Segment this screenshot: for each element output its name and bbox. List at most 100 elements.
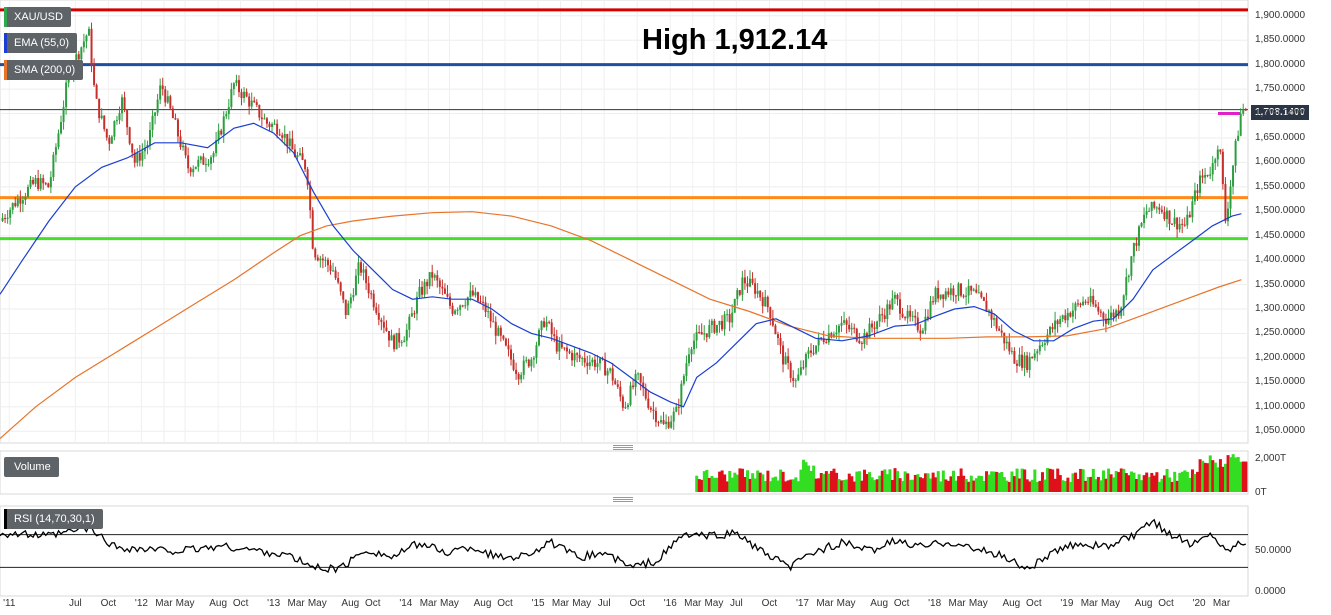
candle-body [421,286,424,295]
candle-body [451,305,454,314]
candle-body [1171,223,1174,225]
time-tick-label: Aug [341,598,360,609]
candle-body [115,120,118,122]
candle-body [837,325,840,333]
volume-bar [1124,473,1128,492]
candle-body [271,124,274,127]
candle-body [782,345,785,365]
volume-bar [883,469,887,492]
pane-splitter-handle[interactable] [613,497,633,502]
time-tick-label: May [572,598,592,609]
candle-body [891,298,894,310]
candle-body [550,322,553,335]
candle-body [1036,351,1039,354]
candle-body [1132,243,1135,257]
volume-bar [776,480,780,492]
legend-ema[interactable]: EMA (55,0) [4,33,78,53]
volume-bar [865,474,869,492]
volume-bar [962,475,966,492]
price-pane[interactable] [0,0,1249,444]
candle-body [240,92,243,99]
rsi-pane[interactable] [0,505,1249,597]
candle-body [332,270,335,272]
candle-body [982,297,985,301]
time-tick-label: '19 [1060,598,1074,609]
volume-bar [967,481,971,492]
volume-bar [898,478,902,492]
candle-body [555,336,558,352]
candle-body [553,334,556,337]
volume-bar [1068,481,1072,492]
volume-bar [728,470,732,492]
volume-bar [997,472,1001,492]
candle-body [227,107,230,115]
volume-bar [936,471,940,492]
candle-body [273,123,276,125]
legend-sma[interactable]: SMA (200,0) [4,60,84,80]
volume-bar [1013,476,1017,492]
candle-body [1173,217,1176,224]
candle-body [321,258,324,261]
volume-bar [1040,472,1044,492]
candle-body [504,338,507,346]
legend-sma-label: SMA (200,0) [14,64,76,76]
volume-bar [1241,461,1245,492]
legend-rsi-label: RSI (14,70,30,1) [14,513,95,525]
candle-body [850,327,853,330]
candle-body [1153,201,1156,208]
volume-bar [860,480,864,492]
candle-body [759,290,762,298]
price-tick-label: 1,700.0000 [1255,107,1306,119]
candle-body [1079,303,1082,306]
volume-bar [1132,472,1136,492]
candle-body [802,367,805,369]
volume-bar [738,468,742,492]
volume-bar [1119,468,1123,492]
candle-body [1226,208,1229,222]
candle-body [1021,354,1024,368]
volume-chart-svg[interactable] [0,450,1249,495]
candle-body [494,321,497,336]
candle-body [174,118,177,120]
volume-bar [1226,455,1230,492]
volume-bar [1236,456,1240,492]
candle-body [830,333,833,338]
volume-bar [1104,478,1108,492]
volume-bar [827,473,831,492]
volume-bar [868,472,872,492]
volume-bar [1183,470,1187,492]
candle-body [1104,318,1107,324]
volume-bar [791,479,795,492]
candle-body [217,130,220,141]
pane-splitter-handle[interactable] [613,445,633,450]
volume-bar [1152,475,1156,492]
candle-body [80,47,83,60]
volume-bar [794,477,798,492]
legend-rsi[interactable]: RSI (14,70,30,1) [4,509,103,529]
candle-body [848,324,851,330]
legend-symbol[interactable]: XAU/USD [4,7,71,27]
candle-body [281,135,284,138]
candle-body [502,335,505,339]
candle-body [565,347,568,352]
price-chart-svg[interactable] [0,0,1249,444]
candle-body [881,314,884,316]
candle-body [1186,214,1189,226]
volume-bar [1020,468,1024,492]
candle-body [154,112,157,116]
candle-body [654,410,657,423]
legend-volume[interactable]: Volume [4,457,59,477]
candle-body [1066,312,1069,321]
candle-body [258,104,261,118]
volume-bar [697,479,701,492]
candle-body [632,385,635,388]
volume-bar [893,468,897,492]
candle-body [705,333,708,338]
candle-body [1051,326,1054,330]
volume-bar [718,471,722,492]
volume-pane[interactable] [0,450,1249,495]
candle-body [975,289,978,293]
rsi-chart-svg[interactable] [0,505,1249,597]
candle-body [1242,109,1245,114]
candle-body [207,163,210,165]
